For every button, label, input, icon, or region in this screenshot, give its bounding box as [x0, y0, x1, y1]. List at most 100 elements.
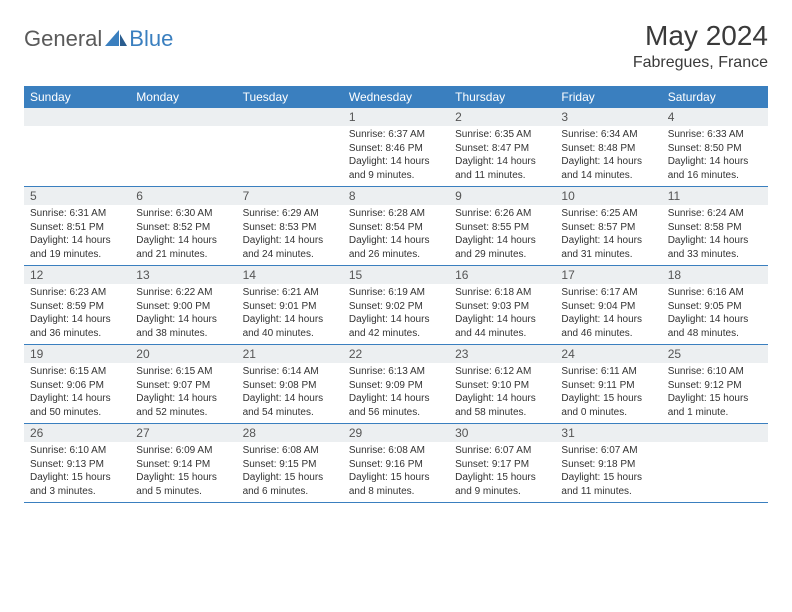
day-cell: 12Sunrise: 6:23 AMSunset: 8:59 PMDayligh…	[24, 266, 130, 344]
day-cell: 7 Sunrise: 6:29 AMSunset: 8:53 PMDaylight…	[237, 187, 343, 265]
day-cell: 1Sunrise: 6:37 AMSunset: 8:46 PMDaylight…	[343, 108, 449, 186]
day-content: Sunrise: 6:23 AMSunset: 8:59 PMDaylight:…	[24, 284, 130, 344]
daylight1-text: Daylight: 14 hours	[30, 234, 124, 248]
daylight2-text: and 29 minutes.	[455, 248, 549, 262]
weekday-header: Saturday	[662, 86, 768, 108]
sunset-text: Sunset: 9:16 PM	[349, 458, 443, 472]
day-cell: 21Sunrise: 6:14 AMSunset: 9:08 PMDayligh…	[237, 345, 343, 423]
day-number: 28	[237, 424, 343, 442]
day-number: 14	[237, 266, 343, 284]
day-cell: 8Sunrise: 6:28 AMSunset: 8:54 PMDaylight…	[343, 187, 449, 265]
daylight2-text: and 56 minutes.	[349, 406, 443, 420]
day-cell: 30Sunrise: 6:07 AMSunset: 9:17 PMDayligh…	[449, 424, 555, 502]
day-number: 1	[343, 108, 449, 126]
day-content: Sunrise: 6:30 AMSunset: 8:52 PMDaylight:…	[130, 205, 236, 265]
sunrise-text: Sunrise: 6:22 AM	[136, 286, 230, 300]
day-cell: 24Sunrise: 6:11 AMSunset: 9:11 PMDayligh…	[555, 345, 661, 423]
day-number: 4	[662, 108, 768, 126]
sunset-text: Sunset: 9:13 PM	[30, 458, 124, 472]
day-content: Sunrise: 6:10 AMSunset: 9:13 PMDaylight:…	[24, 442, 130, 502]
day-cell: 10Sunrise: 6:25 AMSunset: 8:57 PMDayligh…	[555, 187, 661, 265]
day-content: Sunrise: 6:34 AMSunset: 8:48 PMDaylight:…	[555, 126, 661, 186]
daylight1-text: Daylight: 14 hours	[561, 313, 655, 327]
sunset-text: Sunset: 8:53 PM	[243, 221, 337, 235]
day-cell	[237, 108, 343, 186]
day-cell: 11Sunrise: 6:24 AMSunset: 8:58 PMDayligh…	[662, 187, 768, 265]
day-number: 10	[555, 187, 661, 205]
day-content: Sunrise: 6:25 AMSunset: 8:57 PMDaylight:…	[555, 205, 661, 265]
week-row: 5Sunrise: 6:31 AMSunset: 8:51 PMDaylight…	[24, 187, 768, 266]
sunrise-text: Sunrise: 6:14 AM	[243, 365, 337, 379]
sunset-text: Sunset: 9:03 PM	[455, 300, 549, 314]
page-header: General Blue May 2024 Fabregues, France	[24, 20, 768, 72]
day-content: Sunrise: 6:12 AMSunset: 9:10 PMDaylight:…	[449, 363, 555, 423]
day-number: 8	[343, 187, 449, 205]
daylight1-text: Daylight: 14 hours	[561, 234, 655, 248]
day-number: 22	[343, 345, 449, 363]
day-cell: 9Sunrise: 6:26 AMSunset: 8:55 PMDaylight…	[449, 187, 555, 265]
daylight2-text: and 42 minutes.	[349, 327, 443, 341]
daylight1-text: Daylight: 15 hours	[349, 471, 443, 485]
day-cell: 4Sunrise: 6:33 AMSunset: 8:50 PMDaylight…	[662, 108, 768, 186]
daylight1-text: Daylight: 15 hours	[668, 392, 762, 406]
sunset-text: Sunset: 9:09 PM	[349, 379, 443, 393]
day-number: 23	[449, 345, 555, 363]
sunrise-text: Sunrise: 6:07 AM	[455, 444, 549, 458]
sunrise-text: Sunrise: 6:21 AM	[243, 286, 337, 300]
sunset-text: Sunset: 8:48 PM	[561, 142, 655, 156]
day-number: 19	[24, 345, 130, 363]
day-number: 18	[662, 266, 768, 284]
day-number: 20	[130, 345, 236, 363]
sunrise-text: Sunrise: 6:09 AM	[136, 444, 230, 458]
sunset-text: Sunset: 9:17 PM	[455, 458, 549, 472]
sunset-text: Sunset: 8:58 PM	[668, 221, 762, 235]
sunrise-text: Sunrise: 6:25 AM	[561, 207, 655, 221]
day-number: 5	[24, 187, 130, 205]
day-number-empty	[24, 108, 130, 126]
day-content: Sunrise: 6:08 AMSunset: 9:15 PMDaylight:…	[237, 442, 343, 502]
day-number: 7	[237, 187, 343, 205]
sunrise-text: Sunrise: 6:31 AM	[30, 207, 124, 221]
sunrise-text: Sunrise: 6:10 AM	[668, 365, 762, 379]
day-cell: 15Sunrise: 6:19 AMSunset: 9:02 PMDayligh…	[343, 266, 449, 344]
daylight1-text: Daylight: 14 hours	[455, 234, 549, 248]
daylight2-text: and 36 minutes.	[30, 327, 124, 341]
day-content: Sunrise: 6:24 AMSunset: 8:58 PMDaylight:…	[662, 205, 768, 265]
weekday-header: Wednesday	[343, 86, 449, 108]
logo: General Blue	[24, 26, 173, 52]
daylight1-text: Daylight: 14 hours	[136, 234, 230, 248]
daylight1-text: Daylight: 14 hours	[243, 234, 337, 248]
sunset-text: Sunset: 8:54 PM	[349, 221, 443, 235]
daylight2-text: and 58 minutes.	[455, 406, 549, 420]
weekday-header: Sunday	[24, 86, 130, 108]
daylight2-text: and 8 minutes.	[349, 485, 443, 499]
sunset-text: Sunset: 9:00 PM	[136, 300, 230, 314]
daylight2-text: and 54 minutes.	[243, 406, 337, 420]
sunrise-text: Sunrise: 6:29 AM	[243, 207, 337, 221]
daylight1-text: Daylight: 14 hours	[349, 234, 443, 248]
day-number: 26	[24, 424, 130, 442]
sunrise-text: Sunrise: 6:08 AM	[349, 444, 443, 458]
daylight1-text: Daylight: 14 hours	[455, 392, 549, 406]
daylight2-text: and 52 minutes.	[136, 406, 230, 420]
day-content: Sunrise: 6:28 AMSunset: 8:54 PMDaylight:…	[343, 205, 449, 265]
daylight2-text: and 9 minutes.	[455, 485, 549, 499]
day-content: Sunrise: 6:18 AMSunset: 9:03 PMDaylight:…	[449, 284, 555, 344]
daylight1-text: Daylight: 15 hours	[30, 471, 124, 485]
day-number-empty	[237, 108, 343, 126]
day-cell: 26Sunrise: 6:10 AMSunset: 9:13 PMDayligh…	[24, 424, 130, 502]
daylight1-text: Daylight: 14 hours	[349, 313, 443, 327]
sunset-text: Sunset: 9:07 PM	[136, 379, 230, 393]
day-content: Sunrise: 6:16 AMSunset: 9:05 PMDaylight:…	[662, 284, 768, 344]
sunrise-text: Sunrise: 6:37 AM	[349, 128, 443, 142]
sunrise-text: Sunrise: 6:28 AM	[349, 207, 443, 221]
daylight1-text: Daylight: 14 hours	[136, 313, 230, 327]
day-content: Sunrise: 6:15 AMSunset: 9:07 PMDaylight:…	[130, 363, 236, 423]
daylight1-text: Daylight: 15 hours	[455, 471, 549, 485]
day-number: 9	[449, 187, 555, 205]
daylight1-text: Daylight: 14 hours	[349, 155, 443, 169]
sunrise-text: Sunrise: 6:10 AM	[30, 444, 124, 458]
daylight2-text: and 3 minutes.	[30, 485, 124, 499]
daylight2-text: and 6 minutes.	[243, 485, 337, 499]
sunrise-text: Sunrise: 6:30 AM	[136, 207, 230, 221]
